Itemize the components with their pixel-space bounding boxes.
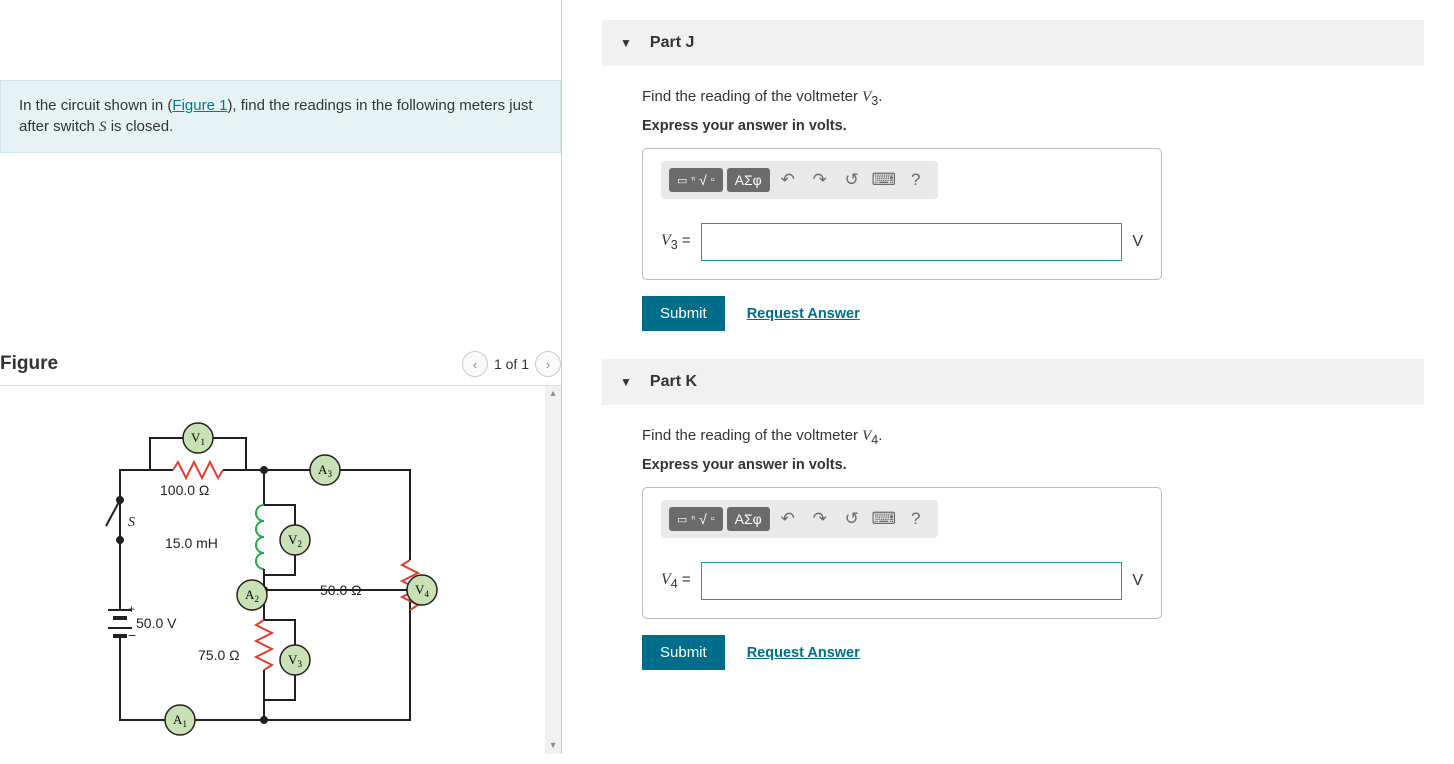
collapse-icon: ▼ — [620, 375, 632, 389]
problem-statement: In the circuit shown in (Figure 1), find… — [0, 80, 561, 153]
right-pane: ▼ Part J Find the reading of the voltmet… — [602, 0, 1454, 754]
part-j-instruction: Express your answer in volts. — [642, 118, 1424, 134]
figure-pager: ‹ 1 of 1 › — [462, 351, 561, 377]
help-icon[interactable]: ? — [902, 167, 930, 193]
request-answer-link-k[interactable]: Request Answer — [747, 645, 860, 661]
answer-row-k: V4 = V — [661, 562, 1143, 600]
pager-label: 1 of 1 — [494, 356, 529, 372]
circuit-svg: V1 A3 V2 A2 V3 — [100, 420, 450, 750]
submit-button-j[interactable]: Submit — [642, 296, 725, 331]
template-button[interactable]: ▭ⁿ√▫ — [669, 168, 723, 192]
submit-row-j: Submit Request Answer — [642, 296, 1424, 331]
figure-scrollbar[interactable]: ▴ ▾ — [545, 386, 561, 754]
problem-text-1: In the circuit shown in ( — [19, 97, 172, 114]
help-icon[interactable]: ? — [902, 506, 930, 532]
template-button[interactable]: ▭ⁿ√▫ — [669, 507, 723, 531]
figure-body: ▴ ▾ — [0, 386, 561, 754]
left-pane: In the circuit shown in (Figure 1), find… — [0, 0, 562, 754]
prev-figure-button[interactable]: ‹ — [462, 351, 488, 377]
answer-input-k[interactable] — [701, 562, 1123, 600]
part-j-input-card: ▭ⁿ√▫ ΑΣφ ↶ ↷ ↺ ⌨ ? V3 = V — [642, 148, 1162, 280]
keyboard-icon[interactable]: ⌨ — [870, 167, 898, 193]
r2-label: 75.0 Ω — [198, 647, 240, 663]
vsrc-label: 50.0 V — [136, 615, 177, 631]
l1-label: 15.0 mH — [165, 535, 218, 551]
switch-variable: S — [99, 119, 107, 135]
figure-title: Figure — [0, 353, 58, 375]
redo-icon[interactable]: ↷ — [806, 167, 834, 193]
part-k-prompt: Find the reading of the voltmeter V4. — [642, 427, 1424, 447]
greek-button[interactable]: ΑΣφ — [727, 168, 770, 192]
part-k-header[interactable]: ▼ Part K — [602, 359, 1424, 405]
part-j-section: ▼ Part J Find the reading of the voltmet… — [602, 20, 1424, 331]
r1-label: 100.0 Ω — [160, 482, 209, 498]
svg-text:−: − — [128, 627, 136, 643]
answer-input-j[interactable] — [701, 223, 1123, 261]
part-k-title: Part K — [650, 373, 697, 391]
part-k-input-card: ▭ⁿ√▫ ΑΣφ ↶ ↷ ↺ ⌨ ? V4 = V — [642, 487, 1162, 619]
equation-toolbar: ▭ⁿ√▫ ΑΣφ ↶ ↷ ↺ ⌨ ? — [661, 500, 938, 538]
unit-label-k: V — [1132, 572, 1143, 590]
greek-button[interactable]: ΑΣφ — [727, 507, 770, 531]
scroll-up-icon[interactable]: ▴ — [545, 386, 561, 402]
switch-label: S — [128, 515, 135, 530]
part-j-title: Part J — [650, 34, 694, 52]
keyboard-icon[interactable]: ⌨ — [870, 506, 898, 532]
request-answer-link-j[interactable]: Request Answer — [747, 306, 860, 322]
scroll-down-icon[interactable]: ▾ — [545, 738, 561, 754]
collapse-icon: ▼ — [620, 36, 632, 50]
undo-icon[interactable]: ↶ — [774, 506, 802, 532]
undo-icon[interactable]: ↶ — [774, 167, 802, 193]
r3-label: 50.0 Ω — [320, 582, 362, 598]
figure-header: Figure ‹ 1 of 1 › — [0, 343, 561, 386]
svg-text:+: + — [128, 602, 135, 616]
part-k-instruction: Express your answer in volts. — [642, 457, 1424, 473]
part-k-section: ▼ Part K Find the reading of the voltmet… — [602, 359, 1424, 670]
circuit-diagram: V1 A3 V2 A2 V3 — [0, 392, 553, 754]
unit-label-j: V — [1132, 233, 1143, 251]
answer-lhs-j: V3 = — [661, 232, 691, 252]
part-j-header[interactable]: ▼ Part J — [602, 20, 1424, 66]
answer-lhs-k: V4 = — [661, 571, 691, 591]
answer-row-j: V3 = V — [661, 223, 1143, 261]
figure-link[interactable]: Figure 1 — [172, 97, 227, 114]
submit-button-k[interactable]: Submit — [642, 635, 725, 670]
reset-icon[interactable]: ↺ — [838, 167, 866, 193]
submit-row-k: Submit Request Answer — [642, 635, 1424, 670]
reset-icon[interactable]: ↺ — [838, 506, 866, 532]
problem-text-3: is closed. — [107, 118, 174, 135]
part-j-prompt: Find the reading of the voltmeter V3. — [642, 88, 1424, 108]
redo-icon[interactable]: ↷ — [806, 506, 834, 532]
next-figure-button[interactable]: › — [535, 351, 561, 377]
equation-toolbar: ▭ⁿ√▫ ΑΣφ ↶ ↷ ↺ ⌨ ? — [661, 161, 938, 199]
